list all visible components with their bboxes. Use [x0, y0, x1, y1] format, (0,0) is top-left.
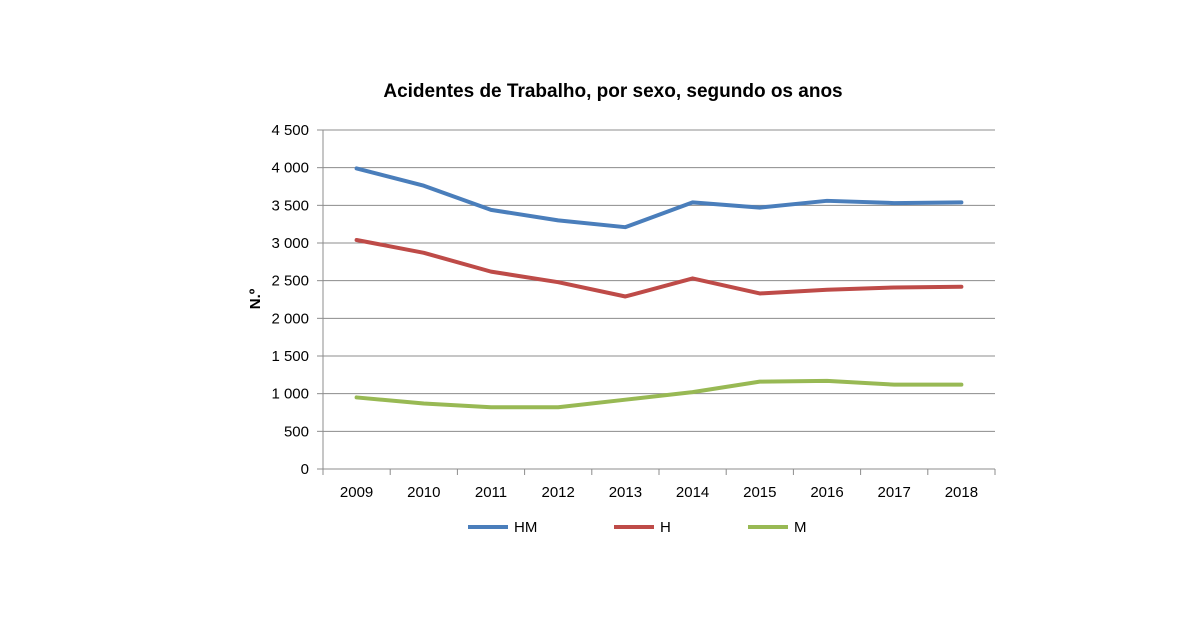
gridlines [323, 129, 995, 432]
series-line-hm [354, 166, 964, 230]
y-tick-label: 2 000 [271, 310, 309, 327]
x-tick-label: 2015 [743, 484, 776, 501]
y-tick-label: 0 [301, 461, 309, 478]
x-tick-label: 2018 [945, 484, 978, 501]
x-tick-label: 2013 [609, 484, 642, 501]
legend-label-hm: HM [514, 519, 537, 536]
x-tick-label: 2014 [676, 484, 709, 501]
axes [317, 129, 996, 475]
legend-label-m: M [794, 519, 807, 536]
x-tick-label: 2011 [475, 484, 507, 501]
legend: HM H M [468, 519, 807, 536]
series-line-m [354, 378, 964, 410]
chart-title: Acidentes de Trabalho, por sexo, segundo… [383, 81, 842, 102]
y-tick-label: 3 000 [271, 235, 309, 252]
y-tick-label: 2 500 [271, 273, 309, 290]
x-tick-label: 2016 [810, 484, 843, 501]
y-tick-label: 1 500 [271, 348, 309, 365]
x-tick-label: 2010 [407, 484, 440, 501]
y-tick-label: 1 000 [271, 386, 309, 403]
y-tick-labels: 0 500 1 000 1 500 2 000 2 500 3 000 3 500 4 000 4… [271, 122, 309, 478]
y-axis-label: N.º [247, 288, 264, 309]
series-line-h [354, 237, 964, 299]
x-tick-label: 2009 [340, 484, 373, 501]
y-tick-label: 500 [284, 423, 309, 440]
y-tick-label: 3 500 [271, 197, 309, 214]
legend-label-h: H [660, 519, 671, 536]
y-tick-label: 4 500 [271, 122, 309, 139]
x-tick-label: 2012 [542, 484, 575, 501]
x-tick-labels: 2009 2010 2011 2012 2013 2014 2015 2016 2017 2018 [340, 484, 978, 501]
series-lines [354, 166, 964, 410]
x-tick-label: 2017 [878, 484, 911, 501]
y-tick-label: 4 000 [271, 160, 309, 177]
